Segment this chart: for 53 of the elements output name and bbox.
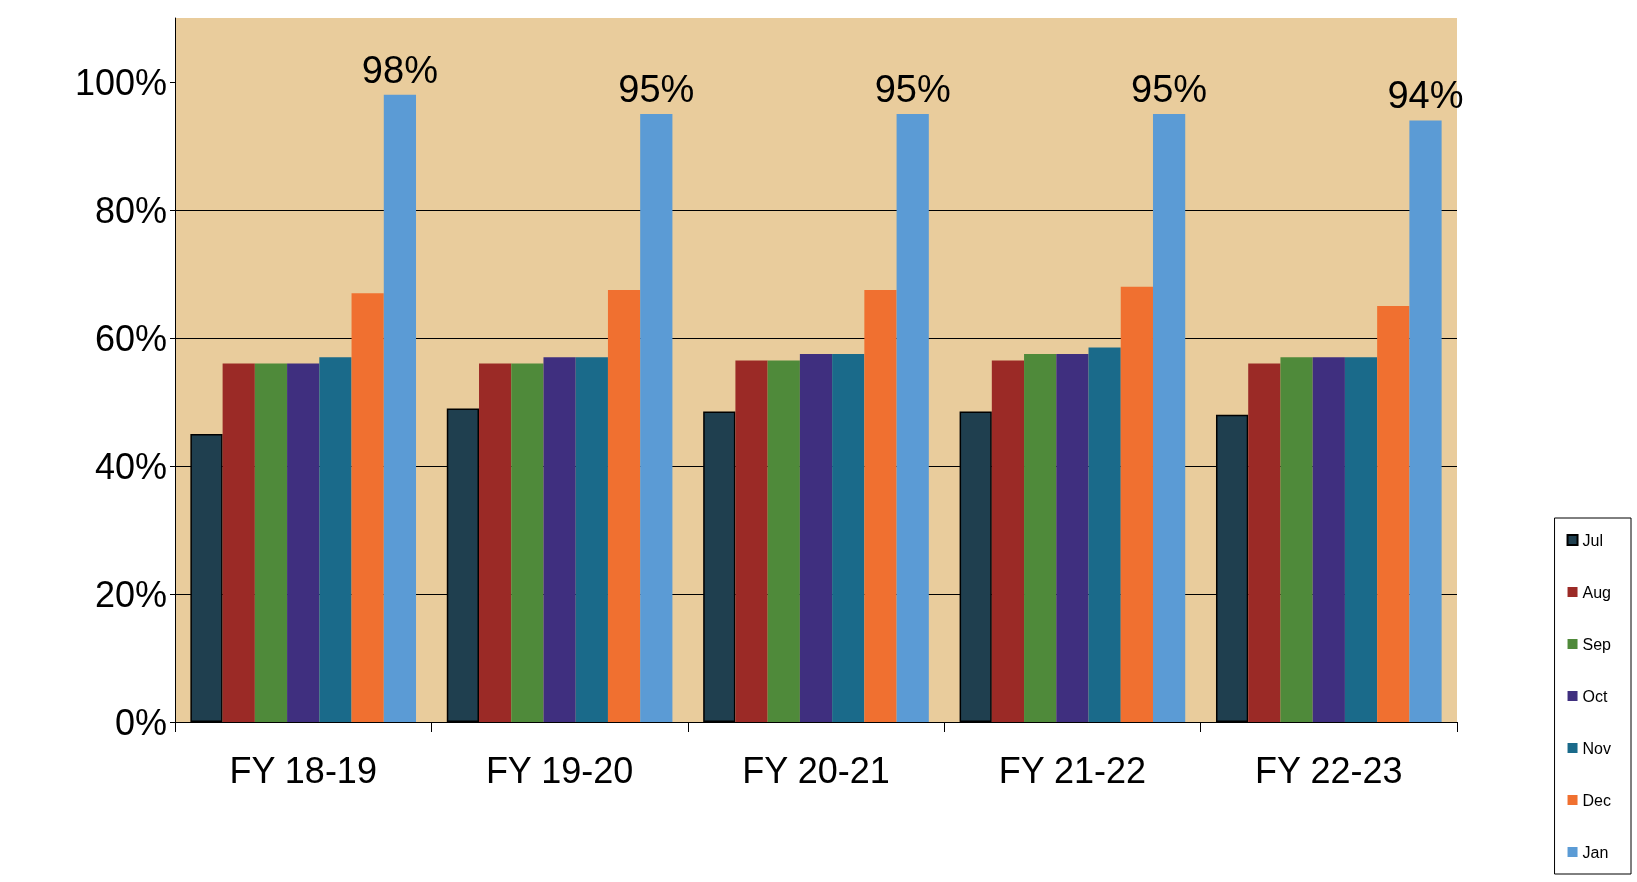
legend-label: Jul [1582,531,1603,549]
x-tick-label: FY 19-20 [485,749,634,791]
data-label: 94% [1387,74,1464,117]
bar [735,360,768,722]
bar [254,363,288,722]
bar [222,363,255,722]
data-label: 95% [1131,68,1208,110]
bar [832,354,865,722]
bar [1377,306,1410,722]
legend-label: Jan [1582,843,1609,861]
legend-label: Aug [1582,583,1611,601]
bar [1088,347,1121,722]
legend-label: Dec [1582,791,1611,809]
bar [1280,357,1313,722]
bar [383,94,417,722]
bar [1024,354,1057,722]
x-tick-label: FY 22-23 [1255,749,1403,791]
x-tick-label: FY 20-21 [742,749,890,791]
bar [1409,120,1442,722]
y-tick-label: 0% [114,701,167,743]
bar [896,114,929,722]
bar [767,360,800,722]
bar [640,114,673,722]
bar [864,290,897,722]
bar [319,357,352,722]
y-tick-label: 40% [94,445,167,487]
bar [511,363,544,722]
data-label: 95% [618,68,695,110]
bar [1248,363,1281,722]
y-tick-label: 100% [74,61,167,103]
bar [607,290,641,722]
bar [351,293,384,722]
bar [1344,357,1378,722]
legend-label: Oct [1582,687,1608,705]
bar [543,357,576,722]
bar [1120,286,1153,722]
data-label: 98% [361,48,438,91]
y-tick-label: 80% [94,189,167,231]
bar [1312,357,1345,722]
bar [287,363,320,722]
x-tick-label: FY 18-19 [229,749,377,791]
bar [479,363,512,722]
legend-label: Sep [1582,635,1612,653]
legend-label: Nov [1582,739,1611,757]
bar [799,354,833,722]
bar [1056,354,1089,722]
x-tick-label: FY 21-22 [998,749,1147,791]
data-label: 95% [874,68,951,110]
bar [991,360,1025,722]
y-tick-label: 60% [94,317,167,359]
y-tick-label: 20% [94,573,167,615]
bar [1152,114,1186,722]
bar [575,357,608,722]
